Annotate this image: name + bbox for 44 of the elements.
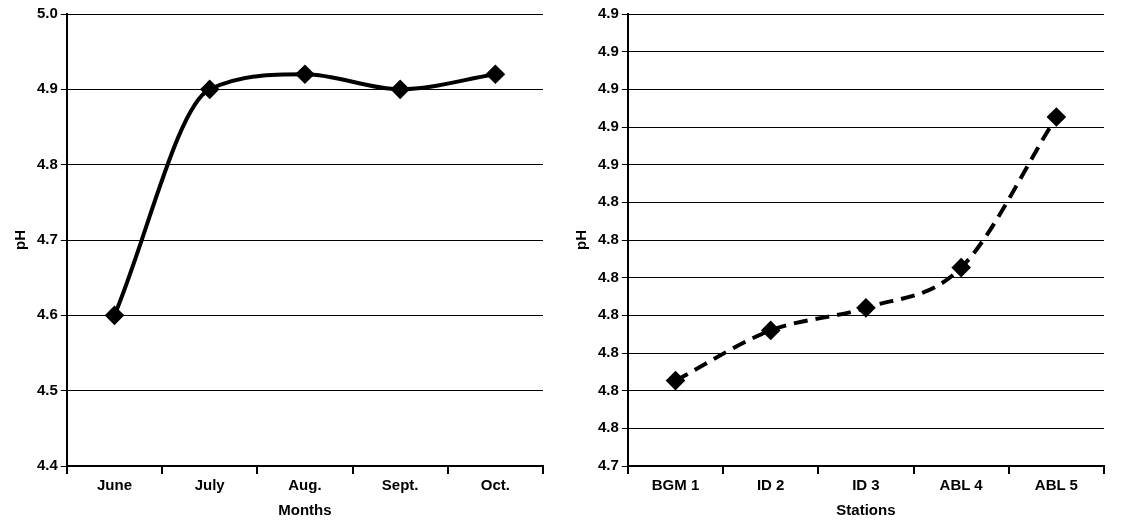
x-tick-label: June — [96, 476, 132, 494]
y-tick-label: 4.9 — [597, 154, 619, 172]
y-tick-label: 4.9 — [597, 41, 619, 59]
point — [295, 65, 314, 84]
x-tick-label: Oct. — [480, 476, 510, 494]
y-axis-title: pH — [572, 230, 590, 250]
y-tick-label: 5.0 — [36, 4, 58, 22]
y-tick-label: 4.8 — [597, 418, 619, 436]
y-tick-label: 4.9 — [36, 79, 58, 97]
point — [856, 298, 875, 317]
x-tick-label: ID 2 — [756, 476, 785, 494]
x-axis-title: Stations — [836, 501, 896, 519]
x-tick-label: BGM 1 — [651, 476, 700, 494]
x-tick-label: ABL 4 — [939, 476, 984, 494]
x-tick-label: ABL 5 — [1034, 476, 1078, 494]
point — [1047, 107, 1066, 126]
y-tick-label: 4.7 — [36, 230, 58, 248]
y-tick-label: 4.9 — [597, 117, 619, 135]
y-axis-title: pH — [11, 230, 29, 250]
point — [105, 306, 124, 325]
y-tick-label: 4.7 — [597, 456, 619, 474]
y-tick-label: 4.8 — [597, 380, 619, 398]
y-tick-label: 4.8 — [597, 192, 619, 210]
y-tick-label: 4.8 — [597, 305, 619, 323]
point — [391, 80, 410, 99]
x-axis-title: Months — [278, 501, 332, 519]
y-tick-label: 4.8 — [597, 230, 619, 248]
y-tick-label: 4.8 — [36, 154, 58, 172]
y-tick-label: 4.4 — [36, 456, 59, 474]
point — [952, 258, 971, 277]
point — [666, 371, 685, 390]
y-tick-label: 4.9 — [597, 4, 619, 22]
y-tick-label: 4.8 — [597, 343, 619, 361]
x-tick-label: ID 3 — [852, 476, 880, 494]
point — [200, 80, 219, 99]
x-tick-label: Sept. — [381, 476, 419, 494]
x-tick-label: July — [194, 476, 226, 494]
x-tick-label: Aug. — [288, 476, 322, 494]
y-tick-label: 4.6 — [36, 305, 58, 323]
y-tick-label: 4.8 — [597, 267, 619, 285]
point — [761, 321, 780, 340]
point — [486, 65, 505, 84]
y-tick-label: 4.5 — [36, 380, 58, 398]
y-tick-label: 4.9 — [597, 79, 619, 97]
